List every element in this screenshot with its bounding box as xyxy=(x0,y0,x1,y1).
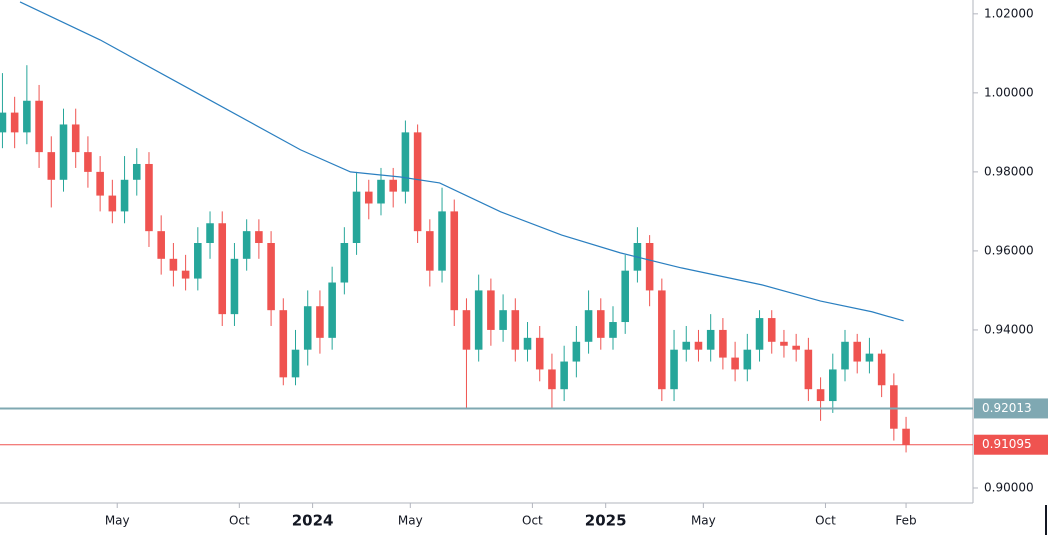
y-tick-label: 1.00000 xyxy=(984,85,1034,99)
candle-body xyxy=(316,306,324,338)
candle-body xyxy=(902,428,910,445)
x-tick-label: May xyxy=(398,514,423,528)
candle-body xyxy=(841,341,849,370)
candle-body xyxy=(560,361,568,390)
candle-body xyxy=(499,310,507,330)
candle-body xyxy=(584,310,593,342)
x-tick-label: 2025 xyxy=(585,512,627,530)
candle-body xyxy=(145,163,153,232)
candle-body xyxy=(767,318,776,342)
x-tick-label: May xyxy=(691,514,716,528)
candle-body xyxy=(169,258,178,271)
candle-body xyxy=(352,191,361,244)
candle-body xyxy=(719,329,727,358)
candle-body xyxy=(596,310,605,338)
candle-body xyxy=(670,349,678,390)
candle-body xyxy=(96,171,104,196)
candle-body xyxy=(84,152,92,172)
candle-body xyxy=(706,329,715,350)
candle-body xyxy=(816,389,825,402)
candle-body xyxy=(132,163,141,180)
candle-body xyxy=(0,112,7,133)
candle-body xyxy=(658,290,666,390)
candle-body xyxy=(47,152,56,180)
candle-body xyxy=(377,179,385,204)
candle-body xyxy=(242,231,251,259)
y-tick-label: 0.96000 xyxy=(984,243,1034,257)
candle-body xyxy=(157,231,165,259)
candle-body xyxy=(865,353,874,362)
candle-body xyxy=(780,341,788,346)
candle-body xyxy=(413,132,422,232)
candle-body xyxy=(535,337,544,370)
candle-body xyxy=(853,341,862,362)
candle-body xyxy=(438,211,446,271)
candle-body xyxy=(792,345,800,350)
y-tick-label: 0.94000 xyxy=(984,322,1034,336)
candle-body xyxy=(462,310,471,350)
candle-body xyxy=(59,124,68,180)
y-tick-label: 0.90000 xyxy=(984,480,1034,494)
price-label: 0.91095 xyxy=(982,437,1032,451)
x-tick-label: Oct xyxy=(229,514,250,528)
candle-body xyxy=(23,100,31,133)
candle-body xyxy=(10,112,19,133)
candle-body xyxy=(426,231,434,271)
y-tick-label: 0.98000 xyxy=(984,164,1034,178)
candle-body xyxy=(303,306,312,350)
y-tick-label: 1.02000 xyxy=(984,6,1034,20)
candle-body xyxy=(829,369,837,402)
price-label-box xyxy=(974,434,1048,455)
candle-body xyxy=(255,231,263,244)
candle-body xyxy=(230,258,239,315)
candle-body xyxy=(487,290,495,330)
candle-body xyxy=(474,290,483,350)
candle-body xyxy=(731,357,739,370)
candle-body xyxy=(621,270,629,323)
candle-body xyxy=(682,341,691,350)
candle-body xyxy=(120,179,129,212)
x-tick-label: May xyxy=(105,514,130,528)
candle-body xyxy=(194,243,202,279)
x-tick-label: Oct xyxy=(815,514,836,528)
candle-body xyxy=(206,223,214,244)
candle-body xyxy=(511,310,520,350)
candle-body xyxy=(877,353,886,386)
candle-body xyxy=(804,349,813,390)
price-label-box xyxy=(974,398,1048,419)
x-tick-label: 2024 xyxy=(292,512,334,530)
candle-body xyxy=(609,322,617,338)
candle-body xyxy=(389,179,397,192)
candle-body xyxy=(645,243,654,291)
candle-body xyxy=(755,318,764,350)
candle-body xyxy=(694,341,703,350)
moving-average xyxy=(19,1,904,322)
candle-body xyxy=(450,211,459,311)
candle-body xyxy=(267,243,275,311)
candle-body xyxy=(340,243,349,283)
candle-body xyxy=(108,195,117,212)
price-label: 0.92013 xyxy=(982,401,1032,415)
candle-body xyxy=(279,310,288,378)
candle-body xyxy=(890,385,898,429)
candle-body xyxy=(572,341,581,362)
candle-body xyxy=(181,270,190,279)
candle-body xyxy=(364,191,373,204)
candle-body xyxy=(71,124,80,153)
x-tick-label: Feb xyxy=(895,514,916,528)
x-tick-label: Oct xyxy=(522,514,543,528)
candle-body xyxy=(743,349,752,370)
candle-body xyxy=(35,100,43,153)
candle-body xyxy=(401,132,410,192)
candle-body xyxy=(548,369,556,390)
candle-body xyxy=(218,223,227,315)
candle-body xyxy=(328,282,336,338)
candle-body xyxy=(523,337,532,350)
candle-body xyxy=(291,349,300,378)
